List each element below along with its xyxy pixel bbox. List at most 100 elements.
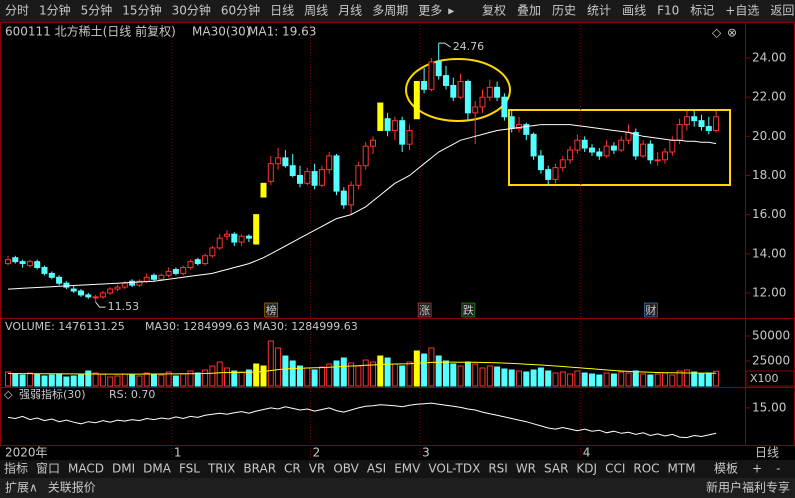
candle-body	[48, 272, 55, 278]
candle-body	[275, 157, 282, 165]
period-tab[interactable]: 分时	[5, 4, 29, 18]
window-tab[interactable]: -	[776, 462, 780, 476]
indicator-tab[interactable]: FSL	[179, 462, 200, 476]
candle-body	[311, 171, 318, 186]
candle-body	[267, 163, 274, 182]
indicator-tab[interactable]: BRAR	[243, 462, 276, 476]
tool-button[interactable]: 返回	[770, 4, 794, 18]
volume-bar	[129, 374, 136, 387]
indicator-tab[interactable]: CCI	[605, 462, 625, 476]
highlight-box	[508, 109, 731, 186]
indicator-tab[interactable]: RSI	[488, 462, 508, 476]
volume-bar	[107, 376, 114, 387]
volume-bar	[194, 372, 201, 387]
volume-bar	[238, 371, 245, 387]
volume-bar	[275, 347, 282, 387]
tool-button[interactable]: 统计	[587, 4, 611, 18]
rs-readout: RS: 0.70	[109, 388, 155, 401]
indicator-tab[interactable]: DMI	[112, 462, 135, 476]
tool-button[interactable]: 画线	[622, 4, 646, 18]
candle-body	[698, 120, 705, 128]
candle-body	[318, 169, 325, 186]
indicator-tab[interactable]: MTM	[668, 462, 696, 476]
volume-bar	[552, 372, 559, 387]
window-tab[interactable]: 模板	[714, 462, 738, 476]
period-tab[interactable]: 周线	[304, 4, 328, 18]
volume-bar	[428, 347, 435, 387]
icon-close[interactable]: ⊗	[727, 26, 737, 40]
x-tick-label: 3	[422, 446, 430, 460]
period-tab[interactable]: 多周期	[372, 4, 408, 18]
indicator-tab[interactable]: MACD	[68, 462, 104, 476]
indicator-tab[interactable]: OBV	[333, 462, 359, 476]
candle-body	[654, 159, 661, 162]
status-promo[interactable]: 新用户福利专享	[706, 480, 790, 495]
period-tab[interactable]: 日线	[270, 4, 294, 18]
x-tick-label: 4	[583, 446, 591, 460]
volume-bar	[443, 360, 449, 387]
volume-bar	[457, 365, 464, 387]
period-tab[interactable]: 1分钟	[39, 3, 71, 18]
indicator-tab[interactable]: VOL-TDX	[428, 462, 480, 476]
tool-button[interactable]: 标记	[690, 4, 714, 18]
volume-bar	[348, 362, 355, 387]
tool-button[interactable]: 复权	[482, 4, 506, 18]
indicator-tab[interactable]: VR	[309, 462, 326, 476]
indicator-tab[interactable]: CR	[284, 462, 301, 476]
period-tab[interactable]: 60分钟	[221, 3, 260, 18]
candle-body	[99, 292, 106, 298]
panel-icon: ◇	[4, 388, 13, 401]
period-tab[interactable]: 15分钟	[122, 3, 161, 18]
indicator-tab[interactable]: SAR	[544, 462, 568, 476]
candle-body	[435, 61, 442, 77]
tool-button[interactable]: +自选	[725, 4, 759, 18]
indicator-tab[interactable]: 窗口	[36, 462, 60, 476]
candle-body	[194, 259, 201, 265]
volume-bar	[340, 357, 347, 387]
window-tab[interactable]: +	[752, 462, 762, 476]
chart-layer: 分时 1分钟 5分钟 15分钟 30分钟 60分钟 日线 周线 月线 多周期 更多 ▸ 复权 叠加 历史 统计…	[4, 3, 795, 495]
candle-body	[34, 261, 41, 269]
y-tick-label: 14.00	[752, 246, 786, 260]
candle-body	[603, 145, 610, 157]
volume-bar	[333, 360, 340, 387]
volume-bar	[165, 371, 172, 387]
tool-button[interactable]: 叠加	[517, 4, 541, 18]
indicator-tab[interactable]: ROC	[633, 462, 659, 476]
highlight-shapes	[405, 58, 731, 186]
indicator-tab[interactable]: 指标	[4, 461, 28, 476]
candle-body	[391, 120, 398, 131]
volume-bar	[698, 373, 705, 387]
volume-bar	[267, 340, 274, 387]
candle-body	[172, 268, 179, 274]
indicator-tab[interactable]: ASI	[367, 462, 386, 476]
status-link[interactable]: 关联报价	[48, 480, 96, 495]
candle-body	[516, 124, 522, 129]
indicator-tab[interactable]: EMV	[394, 462, 421, 476]
volume-bar	[589, 373, 595, 387]
indicator-tab[interactable]: KDJ	[576, 462, 597, 476]
status-link[interactable]: 扩展∧	[5, 481, 38, 495]
icon-diamond[interactable]: ◇	[712, 26, 722, 40]
volume-bar	[516, 370, 522, 387]
candle-body	[632, 131, 639, 157]
candle-body	[129, 280, 136, 286]
tool-button[interactable]: F10	[657, 4, 679, 18]
y-tick-label: 15.00	[752, 400, 786, 414]
candle-body	[479, 96, 486, 108]
period-tab[interactable]: 30分钟	[172, 3, 211, 18]
candle-body	[523, 124, 530, 135]
volume-bar	[172, 375, 179, 387]
candle-body	[26, 261, 33, 267]
period-tab[interactable]: 更多	[418, 4, 442, 18]
tool-button[interactable]: 历史	[552, 4, 576, 18]
period-tab[interactable]: 5分钟	[81, 3, 113, 18]
unit-box	[745, 370, 795, 387]
y-tick-label: 16.00	[752, 207, 786, 221]
volume-bar	[253, 363, 260, 387]
indicator-tab[interactable]: TRIX	[207, 462, 235, 476]
period-tab[interactable]: 月线	[338, 4, 362, 18]
indicator-tab[interactable]: WR	[516, 462, 536, 476]
candle-body	[464, 81, 471, 114]
indicator-tab[interactable]: DMA	[143, 462, 172, 476]
